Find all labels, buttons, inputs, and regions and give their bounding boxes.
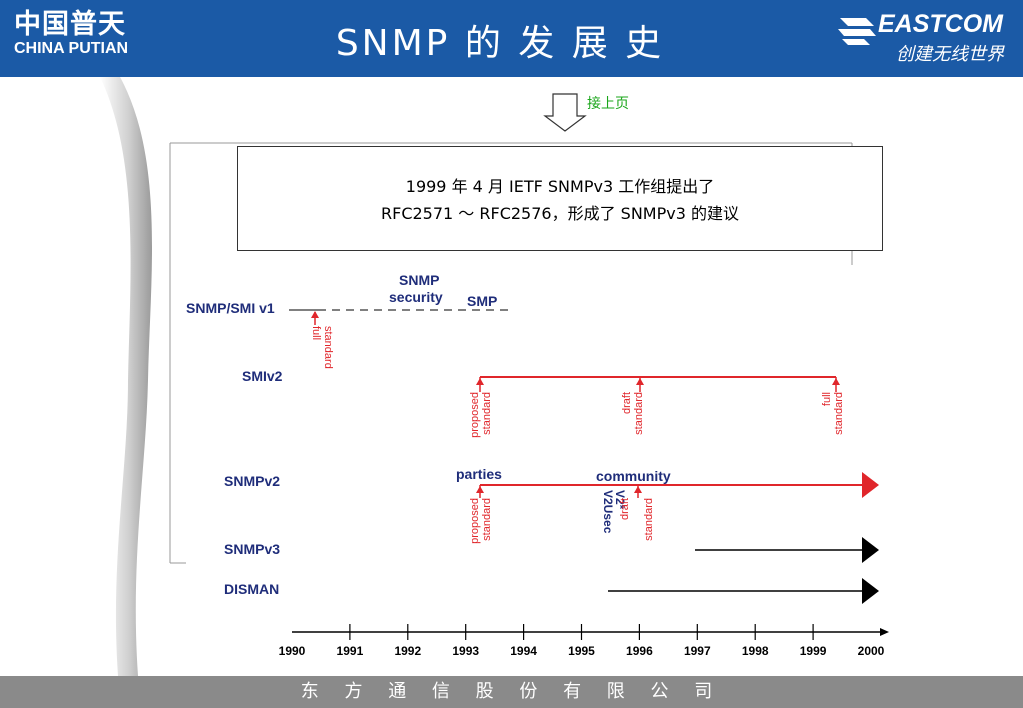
snmpv2-draft-label: draft: [619, 498, 631, 520]
smi-v1-full-label: full: [310, 326, 322, 340]
v2usec-label: V2Usec: [601, 490, 615, 534]
year-label-1991: 1991: [337, 644, 364, 658]
year-label-1992: 1992: [394, 644, 421, 658]
v2star-label: V2*: [613, 490, 627, 510]
left-swoosh-decoration: [0, 77, 152, 676]
row-label-snmpv3: SNMPv3: [224, 541, 280, 557]
parties-label: parties: [456, 466, 502, 482]
disman-arrowhead-icon: [862, 578, 879, 604]
snmpv2-draft-standard-label: standard: [643, 498, 655, 541]
continue-arrow-icon: [543, 93, 587, 132]
year-label-1994: 1994: [510, 644, 537, 658]
snmp-security-label-2: security: [389, 289, 443, 305]
brand-name: EASTCOM: [878, 10, 1003, 38]
year-label-1998: 1998: [742, 644, 769, 658]
row-label-smi-v1: SNMP/SMI v1: [186, 300, 275, 316]
marker-arrow-icon: [476, 486, 484, 493]
smiv2-full-label: full: [821, 392, 833, 406]
year-label-1996: 1996: [626, 644, 653, 658]
rfc-note-box: 1999 年 4 月 IETF SNMPv3 工作组提出了 RFC2571 ～ …: [237, 146, 883, 251]
rfc-note-line1: 1999 年 4 月 IETF SNMPv3 工作组提出了: [405, 177, 715, 196]
snmpv2-proposed-standard-label: standard: [481, 498, 493, 541]
footer-company-name: 东 方 通 信 股 份 有 限 公 司: [0, 676, 1023, 708]
smiv2-proposed-standard-label: standard: [481, 392, 493, 435]
brand-slogan: 创建无线世界: [896, 44, 1004, 65]
year-label-1993: 1993: [452, 644, 479, 658]
snmpv2-proposed-label: proposed: [469, 498, 481, 544]
marker-arrow-icon: [832, 378, 840, 385]
community-label: community: [596, 468, 671, 484]
axis-arrowhead-icon: [880, 628, 889, 636]
year-label-1997: 1997: [684, 644, 711, 658]
smp-label: SMP: [467, 293, 497, 309]
marker-arrow-icon: [476, 378, 484, 385]
year-label-2000: 2000: [858, 644, 885, 658]
china-putian-logo: 中国普天 CHINA PUTIAN: [14, 10, 128, 58]
smiv2-full-standard-label: standard: [833, 392, 845, 435]
smi-v1-standard-label: standard: [322, 326, 334, 369]
header-bar: 中国普天 CHINA PUTIAN SNMP 的 发 展 史 EASTCOM 创…: [0, 0, 1023, 77]
eastcom-emblem-icon: [838, 18, 876, 45]
continue-note: 接上页: [587, 96, 629, 112]
row-label-snmpv2: SNMPv2: [224, 473, 280, 489]
logo-en: CHINA PUTIAN: [14, 40, 129, 57]
marker-arrow-icon: [634, 486, 642, 493]
rfc-note-line2: RFC2571 ～ RFC2576，形成了 SNMPv3 的建议: [381, 204, 739, 223]
year-label-1995: 1995: [568, 644, 595, 658]
snmpv3-arrowhead-icon: [862, 537, 879, 563]
year-label-1999: 1999: [800, 644, 827, 658]
marker-arrow-icon: [311, 311, 319, 318]
snmp-security-label-1: SNMP: [399, 272, 439, 288]
row-label-smiv2: SMIv2: [242, 368, 283, 384]
smiv2-draft-label: draft: [621, 392, 633, 414]
snmpv2-arrowhead-icon: [862, 472, 879, 498]
eastcom-logo: EASTCOM 创建无线世界: [836, 10, 1016, 68]
logo-cn: 中国普天: [14, 9, 126, 40]
smiv2-proposed-label: proposed: [469, 392, 481, 438]
page-title: SNMP 的 发 展 史: [335, 23, 665, 64]
smiv2-draft-standard-label: standard: [633, 392, 645, 435]
row-label-disman: DISMAN: [224, 581, 279, 597]
year-label-1990: 1990: [279, 644, 306, 658]
marker-arrow-icon: [636, 378, 644, 385]
